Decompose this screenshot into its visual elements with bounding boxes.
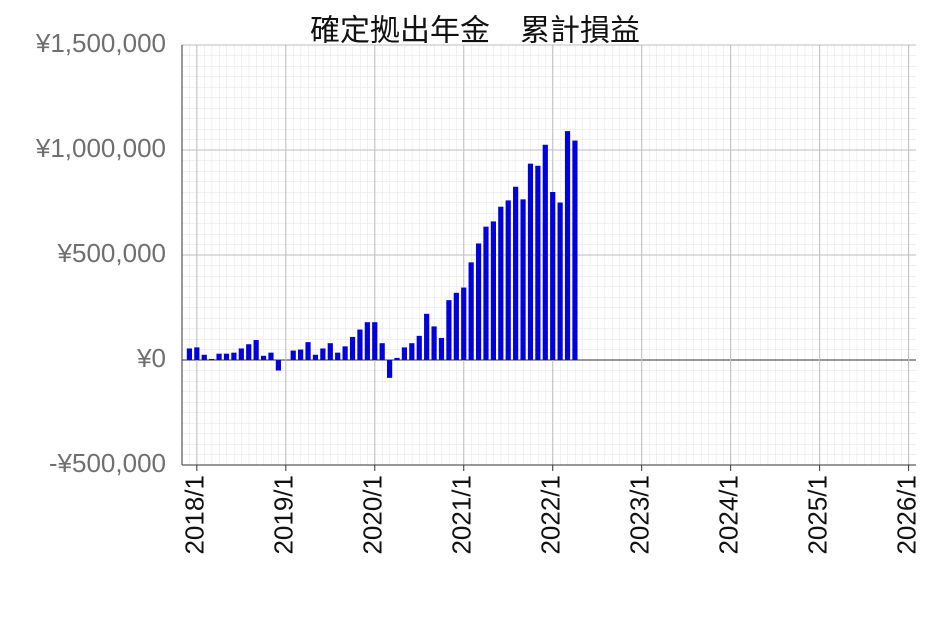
- bar: [305, 342, 311, 360]
- y-tick-label: ¥0: [136, 343, 166, 373]
- bar: [446, 300, 452, 360]
- bar: [201, 354, 207, 360]
- bar: [535, 165, 541, 360]
- bar: [394, 357, 400, 360]
- x-tick-label: 2025/1: [802, 475, 832, 555]
- bar: [216, 353, 222, 360]
- bar: [520, 199, 526, 360]
- x-tick-label: 2023/1: [625, 475, 655, 555]
- bar: [372, 322, 378, 360]
- bar: [298, 349, 304, 360]
- y-tick-label: ¥500,000: [57, 238, 166, 268]
- bar: [275, 360, 281, 371]
- bar: [416, 335, 422, 360]
- x-tick-label: 2019/1: [269, 475, 299, 555]
- bar: [253, 340, 259, 360]
- bar: [475, 243, 482, 360]
- bar: [505, 200, 511, 360]
- bar: [564, 131, 571, 360]
- bar: [223, 353, 230, 360]
- x-tick-label: 2020/1: [358, 475, 388, 555]
- bar: [468, 262, 474, 360]
- bar: [238, 348, 244, 360]
- bar: [327, 343, 333, 360]
- bar: [490, 221, 496, 360]
- bar: [335, 352, 341, 360]
- bar: [320, 348, 326, 360]
- x-tick-label: 2021/1: [447, 475, 477, 555]
- bar: [209, 358, 215, 360]
- bar: [542, 144, 548, 360]
- x-tick-label: 2024/1: [714, 475, 744, 555]
- y-tick-label: -¥500,000: [49, 448, 166, 478]
- bar: [186, 348, 193, 360]
- bar: [424, 313, 430, 360]
- bar: [401, 347, 408, 360]
- bar: [379, 343, 385, 360]
- bar: [364, 322, 370, 360]
- bar: [290, 350, 296, 360]
- bar: [349, 336, 356, 360]
- bar: [409, 343, 415, 360]
- y-tick-label: ¥1,500,000: [35, 28, 166, 58]
- bar: [357, 329, 363, 360]
- bar: [461, 287, 467, 360]
- y-tick-label: ¥1,000,000: [35, 133, 166, 163]
- x-tick-label: 2018/1: [180, 475, 210, 555]
- bar: [498, 206, 504, 360]
- bar: [312, 354, 319, 360]
- bar: [438, 337, 445, 360]
- bar: [194, 347, 200, 360]
- bar: [527, 163, 534, 360]
- x-tick-label: 2022/1: [536, 475, 566, 555]
- bar: [268, 352, 274, 360]
- bar: [453, 292, 459, 360]
- bar: [483, 226, 489, 360]
- bar: [550, 192, 556, 360]
- bar: [386, 360, 393, 378]
- x-tick-label: 2026/1: [891, 475, 921, 555]
- bar: [260, 355, 267, 360]
- bar: [572, 140, 578, 360]
- bar: [431, 326, 437, 360]
- bar: [557, 202, 563, 360]
- bar: [513, 186, 519, 360]
- bar: [342, 346, 348, 360]
- bar: [231, 352, 237, 360]
- bar: [246, 344, 252, 360]
- chart-title: 確定拠出年金 累計損益: [310, 14, 640, 49]
